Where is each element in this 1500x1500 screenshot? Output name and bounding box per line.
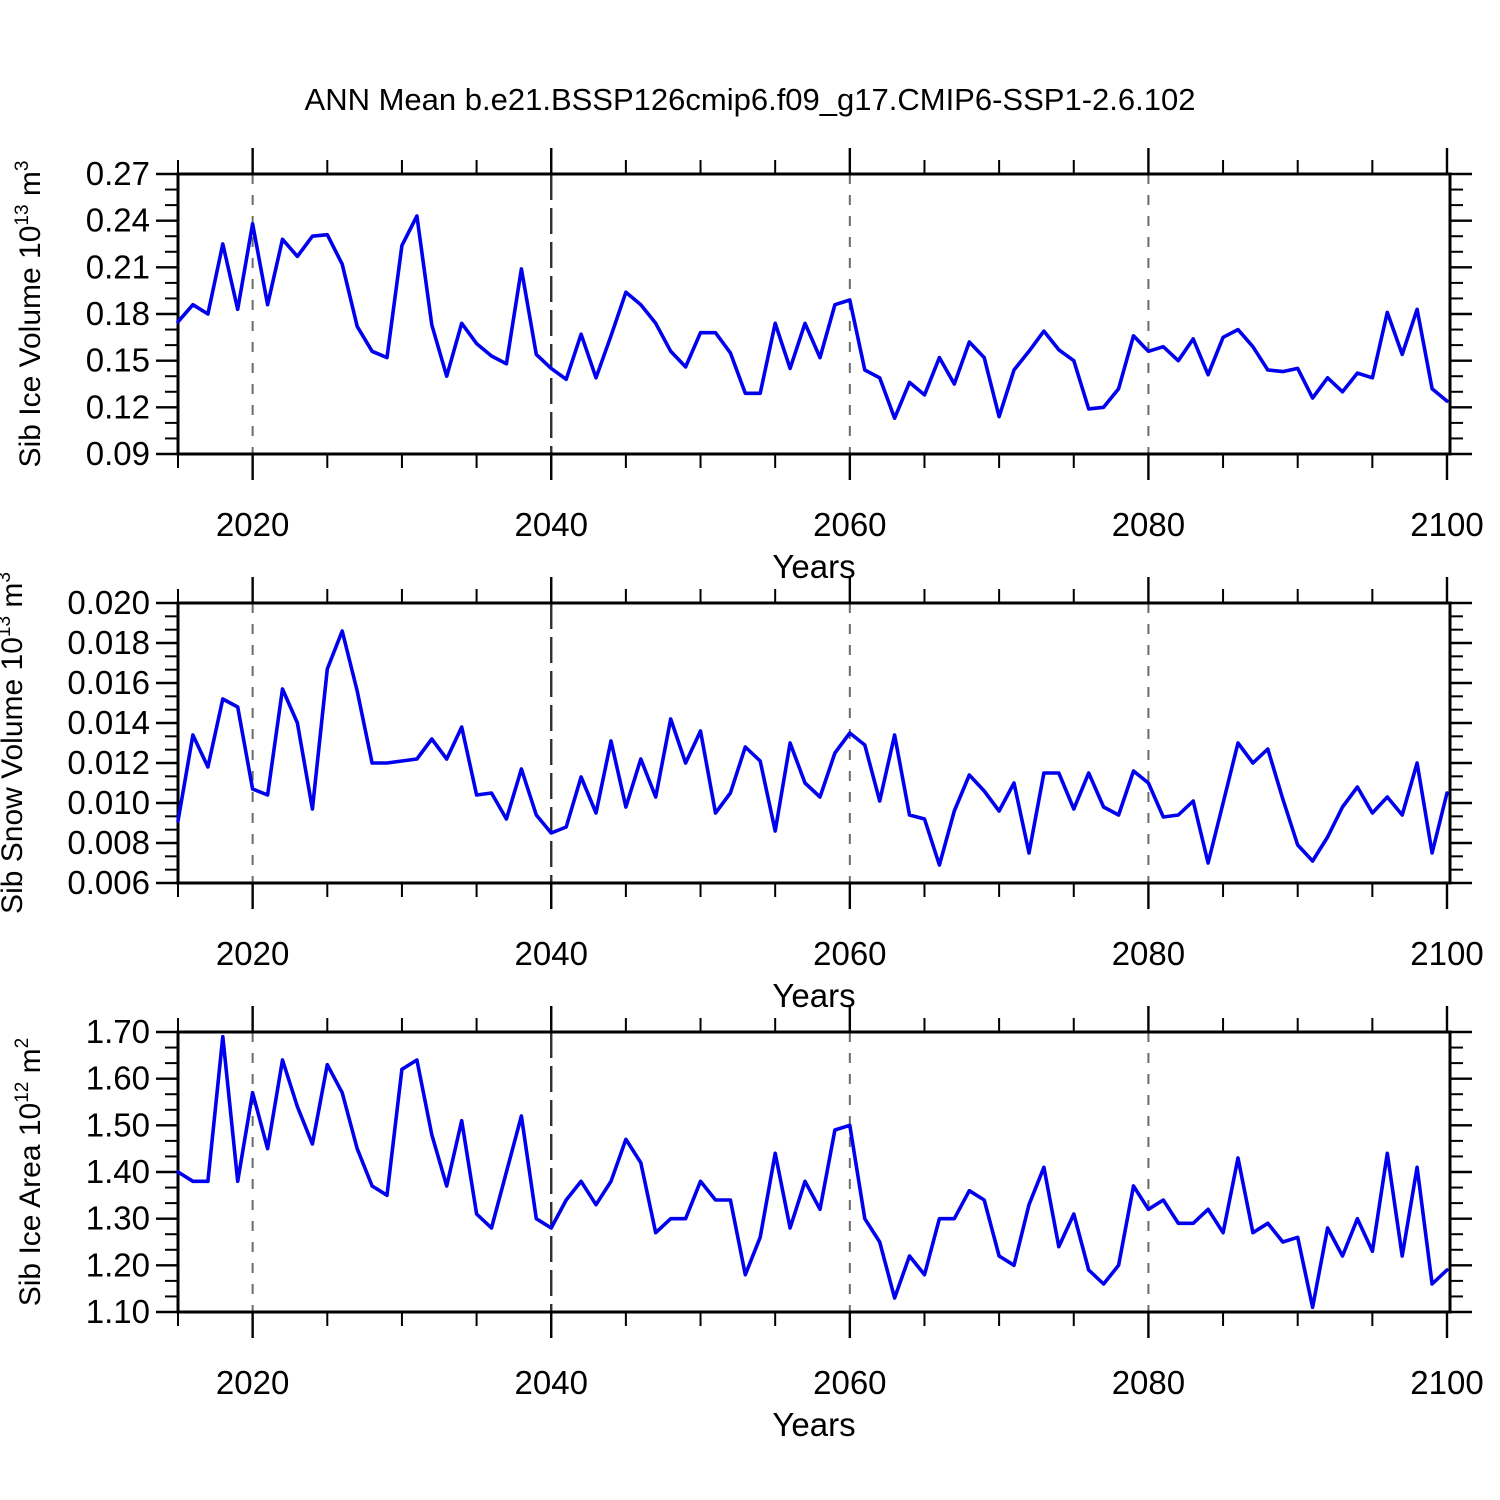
y-tick-label: 0.21 <box>86 248 150 285</box>
y-tick-label: 0.006 <box>67 864 150 901</box>
x-tick-label: 2040 <box>515 1364 588 1401</box>
y-tick-label: 1.50 <box>86 1106 150 1143</box>
plot-frame <box>176 601 1452 885</box>
y-tick-label: 0.24 <box>86 202 150 239</box>
y-tick-label: 1.70 <box>86 1013 150 1050</box>
data-line-sib-ice-area <box>176 1034 1449 1310</box>
x-tick-label: 2080 <box>1112 1364 1185 1401</box>
x-tick-label: 2100 <box>1410 935 1483 972</box>
y-tick-label: 0.15 <box>86 342 150 379</box>
x-tick-label: 2040 <box>515 935 588 972</box>
x-tick-label: 2020 <box>216 935 289 972</box>
y-tick-label: 0.012 <box>67 744 150 781</box>
x-axis-label: Years <box>772 1406 855 1443</box>
panel-sib-snow-volume: 2020 2040 2060 2080 2100 0.0060.0080.0100.012… <box>0 572 1484 1014</box>
panel-sib-ice-area: 2020 2040 2060 2080 2100 1.10 1.20 1.30 1.40 1.50… <box>12 1006 1484 1443</box>
x-tick-label: 2080 <box>1112 935 1185 972</box>
y-tick-label: 1.10 <box>86 1293 150 1330</box>
x-tick-label: 2060 <box>813 1364 886 1401</box>
x-tick-label: 2040 <box>515 506 588 543</box>
y-axis-label: Sib Snow Volume 1013 m3 <box>0 572 29 914</box>
x-tick-label: 2060 <box>813 935 886 972</box>
y-tick-label: 0.018 <box>67 624 150 661</box>
x-tick-label: 2020 <box>216 506 289 543</box>
x-tick-label: 2100 <box>1410 506 1483 543</box>
plot-frame <box>176 1030 1452 1314</box>
y-tick-label: 0.18 <box>86 295 150 332</box>
panel-sib-ice-volume: 2020 2040 2060 2080 2100 0.09 0.12 0.15 0.18 0.21… <box>12 148 1484 585</box>
y-tick-label: 0.27 <box>86 155 150 192</box>
x-tick-label: 2060 <box>813 506 886 543</box>
y-tick-label: 0.008 <box>67 824 150 861</box>
y-tick-label: 0.014 <box>67 704 150 741</box>
x-axis-label: Years <box>772 548 855 585</box>
y-tick-label: 1.40 <box>86 1153 150 1190</box>
y-axis-label: Sib Ice Area 1012 m2 <box>12 1038 47 1307</box>
chart-title: ANN Mean b.e21.BSSP126cmip6.f09_g17.CMIP… <box>304 82 1196 117</box>
y-tick-label: 0.016 <box>67 664 150 701</box>
x-tick-label: 2080 <box>1112 506 1185 543</box>
y-tick-label: 0.12 <box>86 388 150 425</box>
plot-frame <box>176 172 1452 456</box>
data-line-sib-ice-volume <box>176 214 1449 421</box>
y-tick-label: 0.010 <box>67 784 150 821</box>
y-axis-label: Sib Ice Volume 1013 m3 <box>12 161 47 468</box>
y-tick-label: 1.20 <box>86 1246 150 1283</box>
data-line-sib-snow-volume <box>176 629 1449 867</box>
y-tick-label: 1.60 <box>86 1060 150 1097</box>
x-tick-label: 2100 <box>1410 1364 1483 1401</box>
x-axis-label: Years <box>772 977 855 1014</box>
y-tick-label: 0.020 <box>67 584 150 621</box>
y-tick-label: 1.30 <box>86 1200 150 1237</box>
y-tick-label: 0.09 <box>86 435 150 472</box>
x-tick-label: 2020 <box>216 1364 289 1401</box>
